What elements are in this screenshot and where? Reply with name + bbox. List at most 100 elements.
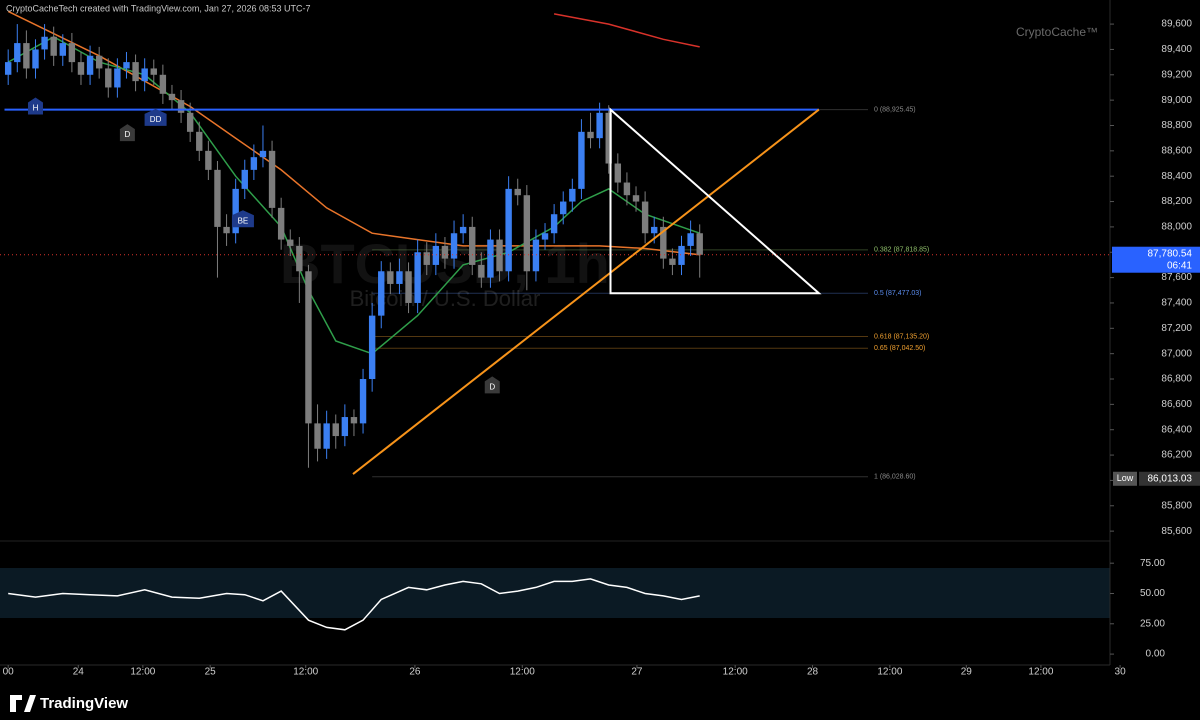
- annotation-marker: [119, 124, 135, 142]
- y-tick-label: 89,400: [1161, 44, 1192, 55]
- candle-body: [250, 157, 258, 170]
- candle-body: [623, 182, 631, 196]
- candle-body: [86, 55, 94, 75]
- y-tick-label: 88,400: [1161, 171, 1192, 182]
- candle-body: [241, 169, 248, 189]
- candle-body: [287, 239, 294, 246]
- candle-body: [4, 62, 12, 75]
- candle-body: [305, 271, 312, 424]
- low-badge-title: Low: [1117, 473, 1134, 483]
- candle-body: [150, 68, 157, 75]
- candle-body: [641, 201, 649, 234]
- candle-body: [632, 195, 640, 202]
- y-tick-label: 88,600: [1161, 145, 1192, 156]
- candle-body: [596, 112, 603, 139]
- osc-y-tick-label: 75.00: [1140, 558, 1165, 569]
- annotation-marker: [27, 97, 43, 115]
- annotation-label: DD: [150, 115, 162, 124]
- triangle: [609, 107, 822, 295]
- candle-body: [387, 271, 394, 284]
- candle-body: [469, 226, 476, 265]
- x-tick-label: 29: [961, 667, 973, 678]
- y-tick-label: 87,200: [1161, 323, 1192, 334]
- x-tick-label: 25: [205, 667, 217, 678]
- candle-body: [132, 62, 139, 82]
- candle-body: [678, 245, 685, 265]
- annotation-label: H: [33, 104, 39, 113]
- candle-body: [450, 233, 458, 259]
- candle-body: [569, 188, 576, 202]
- candle-body: [341, 417, 349, 437]
- osc-y-tick-label: 25.00: [1140, 618, 1165, 629]
- osc-y-tick-label: 50.00: [1140, 588, 1165, 599]
- candle-body: [50, 36, 57, 56]
- candle-body: [259, 150, 267, 158]
- candle-body: [459, 226, 467, 234]
- candle-body: [123, 62, 130, 69]
- candle-body: [268, 150, 276, 208]
- candle-body: [496, 239, 503, 272]
- low-badge-label: 86,013.03: [1148, 473, 1193, 484]
- y-tick-label: 86,400: [1161, 424, 1192, 435]
- y-tick-label: 88,000: [1161, 222, 1192, 233]
- oscillator-line: [8, 578, 700, 631]
- footer-logo: TradingView: [40, 695, 128, 712]
- candle-body: [541, 233, 549, 240]
- x-tick-label: 28: [807, 667, 819, 678]
- header: CryptoCacheTech created with TradingView…: [6, 3, 311, 13]
- candle-body: [669, 258, 676, 265]
- fib-label: 0.618 (87,135.20): [874, 333, 929, 340]
- candle-body: [368, 315, 376, 380]
- candle-body: [587, 131, 594, 139]
- last-price-label: 87,780.54: [1148, 248, 1193, 259]
- y-tick-label: 86,600: [1161, 399, 1192, 410]
- x-tick-label: 30: [1115, 667, 1127, 678]
- x-tick-label: 24: [73, 667, 85, 678]
- candle-body: [95, 55, 103, 69]
- candle-body: [478, 264, 485, 278]
- candle-body: [77, 62, 85, 75]
- annotation-label: D: [489, 382, 495, 391]
- y-tick-label: 86,800: [1161, 374, 1192, 385]
- candle-body: [660, 226, 667, 259]
- low-badge-title-bg: [1113, 471, 1137, 486]
- candle-body: [323, 423, 330, 449]
- candle-body: [614, 163, 622, 183]
- candle-body: [441, 245, 449, 259]
- candle-body: [432, 245, 440, 265]
- x-tick-label: 12:00: [293, 667, 318, 678]
- candle-body: [505, 188, 512, 272]
- candle-body: [651, 226, 658, 234]
- candle-body: [523, 195, 531, 272]
- candle-body: [487, 239, 494, 278]
- x-tick-label: 12:00: [130, 667, 155, 678]
- candle-body: [205, 150, 212, 170]
- candle-body: [159, 74, 167, 94]
- candle-body: [105, 68, 112, 88]
- candle-body: [514, 188, 521, 196]
- y-tick-label: 86,200: [1161, 450, 1192, 461]
- price-axis-bg: [1110, 0, 1200, 690]
- candle-body: [296, 245, 303, 272]
- candle-body: [696, 233, 703, 255]
- candle-body: [550, 214, 558, 234]
- annotation-marker: [484, 376, 500, 394]
- candle-body: [214, 169, 221, 227]
- candle-body: [314, 423, 321, 449]
- candle-body: [605, 112, 612, 164]
- y-tick-label: 87,400: [1161, 298, 1192, 309]
- y-tick-label: 89,200: [1161, 69, 1192, 80]
- candle-body: [277, 207, 285, 240]
- y-tick-label: 87,000: [1161, 348, 1192, 359]
- candle-body: [23, 43, 30, 69]
- x-tick-label: 12:00: [877, 667, 902, 678]
- candle-body: [196, 131, 203, 151]
- moving-average: [7, 10, 700, 256]
- y-tick-label: 85,800: [1161, 500, 1192, 511]
- candle-body: [578, 131, 585, 189]
- y-tick-label: 88,200: [1161, 196, 1192, 207]
- candle-body: [359, 379, 367, 424]
- candle-body: [223, 226, 230, 234]
